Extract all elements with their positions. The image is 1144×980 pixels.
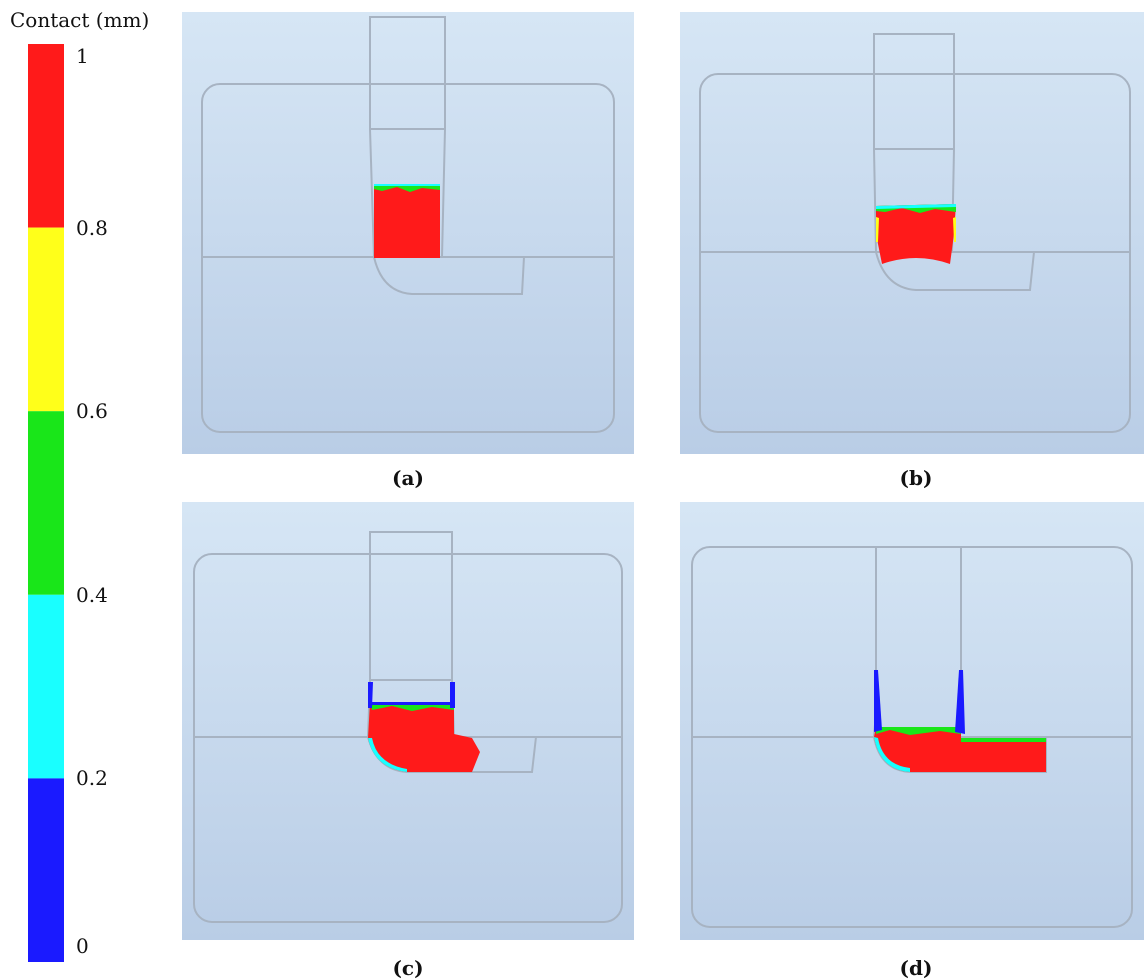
panel-a [182, 12, 634, 454]
caption-b: (b) [899, 466, 933, 490]
contact-region [368, 702, 480, 772]
workpiece-contact [876, 204, 956, 264]
colorbar-tick-label: 1 [76, 44, 89, 68]
caption-d: (d) [899, 956, 933, 980]
caption-a: (a) [392, 466, 424, 490]
panel-c [182, 502, 634, 940]
colorbar-tick-label: 0.6 [76, 399, 108, 424]
panel-b [680, 12, 1144, 454]
contact-region [374, 184, 440, 258]
colorbar-tick-label: 0.2 [76, 766, 108, 791]
workpiece-contact [368, 682, 480, 772]
caption-c: (c) [392, 956, 424, 980]
colorbar-tick-label: 0.4 [76, 582, 108, 607]
colorbar-band-1 [28, 227, 64, 412]
colorbar-band-2 [28, 411, 64, 595]
contact-region [876, 204, 956, 264]
colorbar-band-4 [28, 778, 64, 962]
legend-title: Contact (mm) [10, 8, 150, 32]
panel-d [680, 502, 1144, 940]
colorbar-tick-label: 0 [76, 934, 89, 958]
colorbar-band-3 [28, 594, 64, 779]
colorbar [28, 44, 64, 962]
colorbar-band-0 [28, 44, 64, 228]
workpiece-contact [374, 184, 440, 258]
colorbar-tick-label: 0.8 [76, 215, 108, 240]
workpiece-contact [874, 670, 1046, 772]
